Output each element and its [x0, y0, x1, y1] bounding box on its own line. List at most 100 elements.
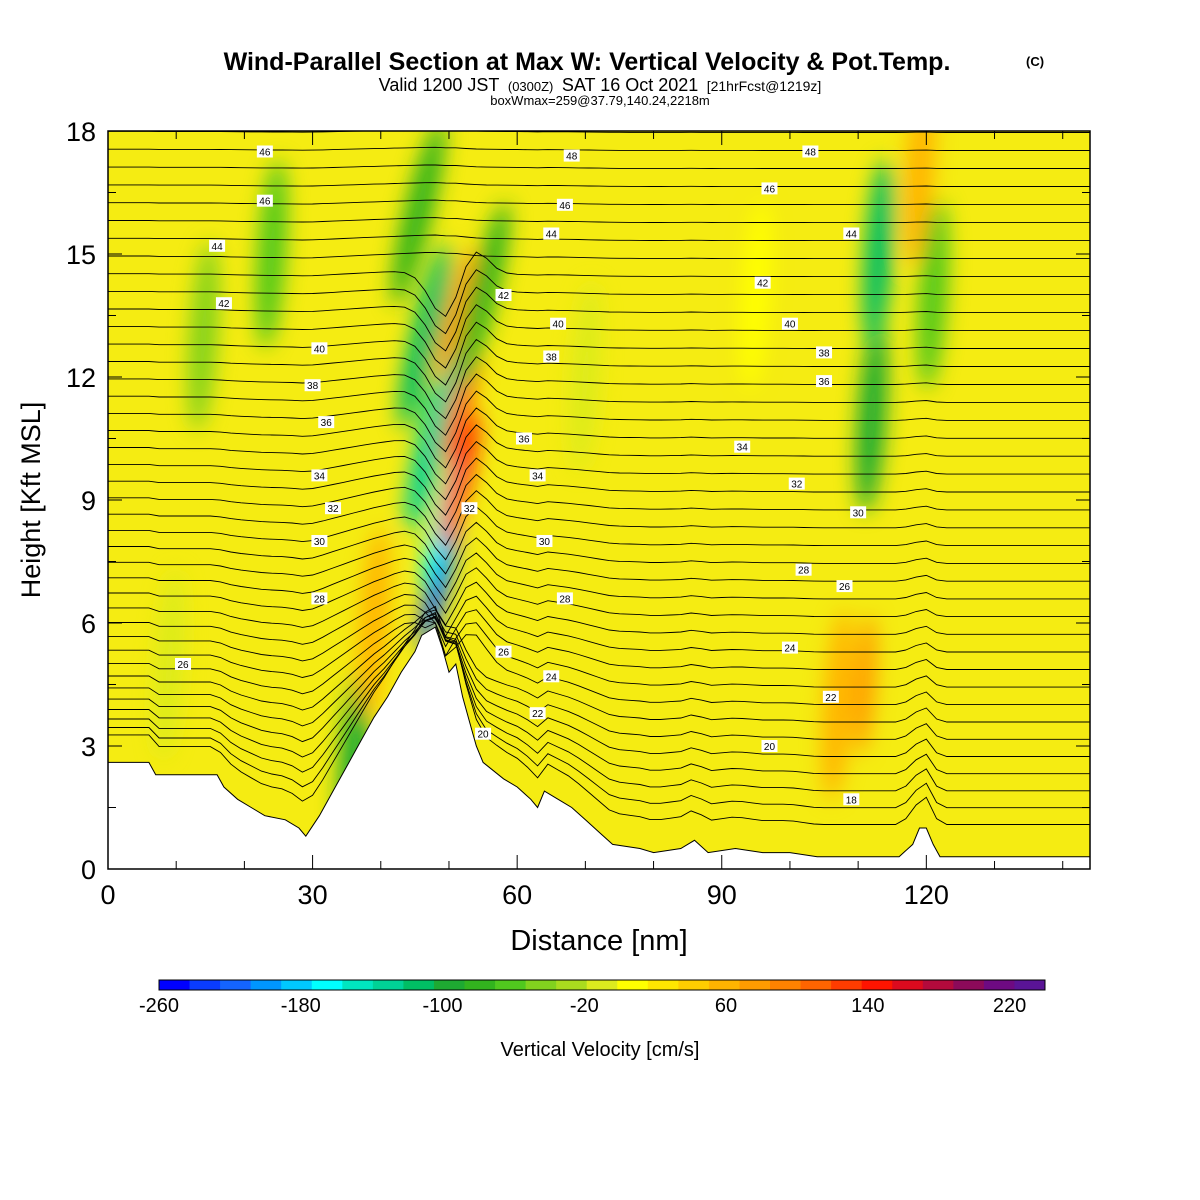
- theta-label-text: 36: [818, 377, 830, 388]
- forecast-info: [21hrFcst@1219z]: [707, 78, 822, 94]
- colorbar-swatch: [861, 980, 893, 990]
- theta-label-text: 26: [498, 648, 510, 659]
- theta-label: 38: [816, 346, 833, 359]
- theta-label: 36: [816, 375, 833, 388]
- theta-label: 32: [461, 502, 478, 515]
- theta-label-text: 24: [784, 644, 796, 655]
- velocity-cell: [856, 323, 888, 513]
- theta-label-text: 22: [825, 693, 837, 704]
- theta-label: 44: [543, 227, 560, 241]
- colorbar-swatch: [250, 980, 282, 990]
- colorbar-tick-label: 140: [851, 995, 884, 1017]
- theta-contour: [108, 440, 1090, 501]
- colorbar-swatch: [189, 980, 221, 990]
- theta-label-text: 38: [546, 353, 558, 364]
- theta-label: 22: [529, 707, 546, 720]
- theta-contour: [108, 251, 1090, 317]
- velocity-cell: [405, 346, 459, 531]
- colorbar-swatch: [372, 980, 404, 990]
- colorbar-label: Vertical Velocity [cm/s]: [501, 1039, 700, 1061]
- theta-label-text: 36: [518, 435, 530, 446]
- theta-contour: [108, 251, 1090, 260]
- colorbar: -260 -180 -100 -20 60 140 220: [139, 979, 1046, 1017]
- velocity-cell: [153, 569, 185, 759]
- theta-contour: [108, 613, 1090, 688]
- velocity-cell: [863, 159, 895, 349]
- valid-time-line: Valid 1200 JST (0300Z) SAT 16 Oct 2021 […: [379, 75, 822, 95]
- theta-contour: [108, 567, 1090, 618]
- y-tick-label: 0: [81, 855, 96, 885]
- theta-label: 26: [495, 645, 512, 659]
- theta-label-text: 42: [498, 291, 510, 302]
- colorbar-swatch: [770, 980, 802, 990]
- valid-date: SAT 16 Oct 2021: [562, 75, 698, 95]
- x-axis-label: Distance [nm]: [510, 925, 687, 957]
- colorbar-tick-label: -100: [423, 995, 463, 1017]
- theta-label-text: 32: [791, 480, 803, 491]
- theta-label: 46: [556, 198, 573, 212]
- colorbar-swatch: [953, 980, 985, 990]
- theta-label-text: 34: [532, 471, 544, 482]
- colorbar-swatch: [220, 980, 252, 990]
- colorbar-swatch: [831, 980, 863, 990]
- copyright-mark: (C): [1026, 54, 1044, 69]
- colorbar-tick-label: 60: [715, 995, 737, 1017]
- colorbar-swatch: [403, 980, 435, 990]
- theta-label-text: 26: [177, 660, 189, 671]
- colorbar-tick-label: -20: [570, 995, 599, 1017]
- theta-label-text: 46: [559, 201, 571, 212]
- theta-contour: [108, 304, 1090, 369]
- theta-label-text: 28: [559, 594, 571, 605]
- velocity-cell: [439, 411, 479, 548]
- theta-label: 20: [475, 727, 492, 741]
- theta-label: 30: [311, 535, 328, 548]
- colorbar-swatch: [464, 980, 496, 990]
- theta-label-text: 44: [546, 230, 558, 241]
- theta-label-text: 30: [314, 537, 326, 548]
- theta-label-text: 32: [464, 504, 476, 515]
- colorbar-swatch: [281, 980, 313, 990]
- theta-contour: [108, 537, 1090, 589]
- colorbar-swatch: [983, 980, 1015, 990]
- theta-label: 46: [256, 194, 273, 208]
- colorbar-swatch: [922, 980, 954, 990]
- theta-contour: [108, 269, 1090, 335]
- theta-label: 20: [761, 740, 778, 753]
- theta-label: 42: [495, 289, 512, 302]
- box-wmax: boxWmax=259@37.79,140.24,2218m: [490, 93, 710, 108]
- velocity-cell: [917, 200, 949, 390]
- theta-label: 24: [543, 670, 560, 683]
- theta-label: 26: [836, 580, 853, 593]
- theta-label-text: 32: [327, 504, 339, 515]
- valid-utc: (0300Z): [508, 79, 554, 94]
- theta-label: 28: [795, 563, 812, 577]
- theta-label-text: 40: [314, 344, 326, 355]
- theta-contour: [108, 611, 1090, 809]
- theta-label-text: 24: [546, 672, 558, 683]
- theta-label-text: 22: [532, 709, 544, 720]
- velocity-cell: [188, 241, 219, 431]
- theta-label: 28: [311, 592, 328, 605]
- theta-label-text: 34: [314, 471, 326, 482]
- theta-label-text: 44: [212, 242, 224, 253]
- theta-label: 24: [781, 641, 798, 655]
- theta-contour: [108, 616, 1090, 775]
- theta-label: 30: [536, 535, 553, 548]
- velocity-cell: [391, 131, 445, 306]
- theta-contour: [108, 490, 1090, 546]
- colorbar-frame: [158, 979, 1046, 991]
- theta-label-text: 42: [218, 299, 230, 310]
- theta-label-text: 48: [805, 148, 817, 159]
- y-tick-label: 12: [66, 363, 96, 393]
- theta-contour: [108, 616, 1090, 757]
- theta-contour: [108, 552, 1090, 602]
- velocity-cell: [456, 202, 510, 388]
- theta-label-text: 20: [478, 730, 490, 741]
- colorbar-swatch: [1014, 980, 1046, 990]
- theta-label-text: 36: [321, 418, 333, 429]
- theta-label: 18: [843, 793, 860, 806]
- theta-contour: [108, 581, 1090, 635]
- theta-label-text: 46: [764, 184, 776, 195]
- theta-label-text: 20: [764, 742, 776, 753]
- plot-area: 46 46 44 42 40 38 36 34 32 30 28 26 48 46 44 42 40 38 36 34…: [108, 131, 1090, 869]
